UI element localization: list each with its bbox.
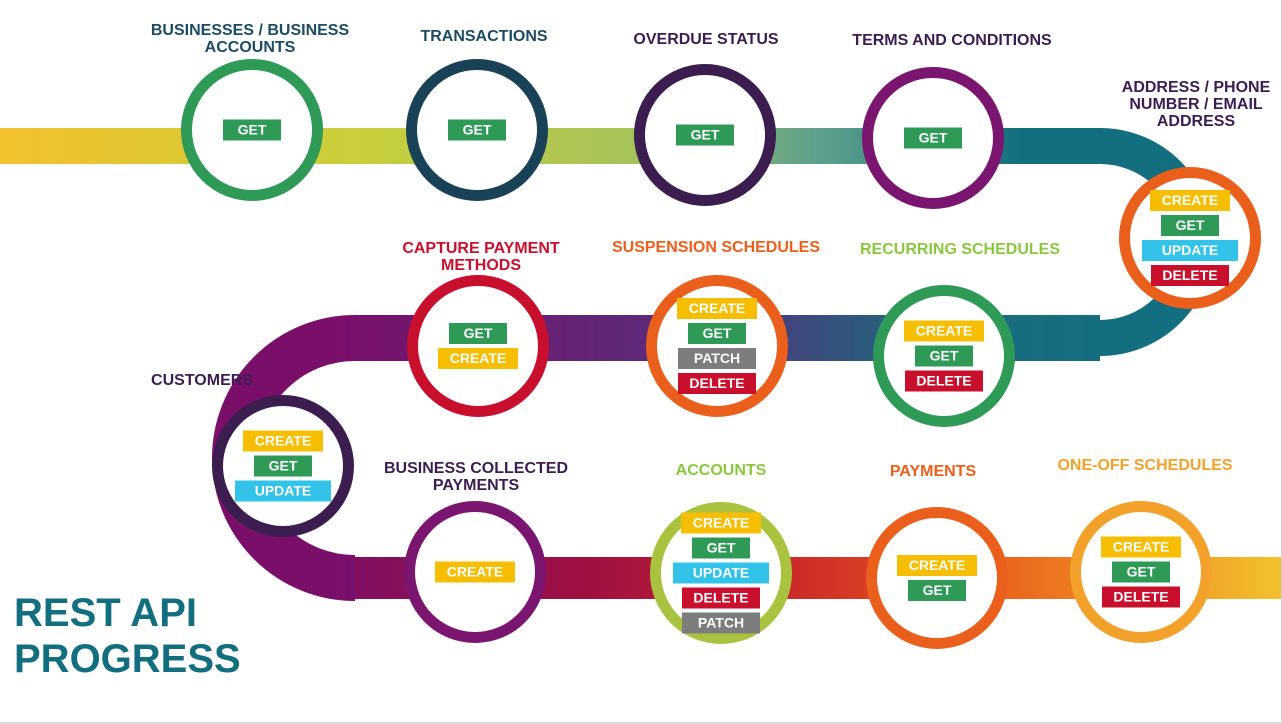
node-label-line: ACCOUNTS bbox=[675, 462, 767, 479]
node-label-line: TRANSACTIONS bbox=[420, 28, 548, 45]
node-label-line: PAYMENTS bbox=[432, 477, 520, 494]
method-list: GET bbox=[223, 118, 281, 143]
node-label-line: BUSINESSES / BUSINESS bbox=[150, 22, 350, 39]
node-label-line: ADDRESS / PHONE bbox=[1121, 79, 1271, 96]
method-update-badge: UPDATE bbox=[673, 562, 769, 584]
method-create-badge: CREATE bbox=[897, 555, 977, 576]
node-circle bbox=[866, 507, 1008, 649]
method-create-badge: CREATE bbox=[681, 512, 761, 534]
method-list: GET bbox=[676, 123, 734, 148]
method-list: GET bbox=[904, 126, 962, 151]
page-title-line-2: PROGRESS bbox=[14, 637, 241, 681]
node-label: OVERDUE STATUS bbox=[633, 31, 778, 48]
method-update-badge: UPDATE bbox=[235, 480, 331, 502]
node-label: SUSPENSION SCHEDULES bbox=[612, 239, 820, 256]
node-label: PAYMENTS bbox=[890, 463, 976, 480]
node-label: ACCOUNTS bbox=[676, 462, 767, 479]
method-get-badge: GET bbox=[448, 119, 506, 141]
method-create-badge: CREATE bbox=[904, 320, 984, 342]
node-label: ONE-OFF SCHEDULES bbox=[1057, 457, 1232, 474]
node-label: TRANSACTIONS bbox=[420, 28, 547, 45]
node-label-line: OVERDUE STATUS bbox=[633, 31, 779, 48]
method-delete-badge: DELETE bbox=[682, 587, 760, 609]
page-title: REST API PROGRESS bbox=[14, 590, 241, 682]
node-label: RECURRING SCHEDULES bbox=[860, 241, 1060, 258]
node-label-line: BUSINESS COLLECTED bbox=[383, 460, 569, 477]
node-label-line: PAYMENTS bbox=[889, 463, 977, 480]
method-list: CREATE GET bbox=[897, 553, 977, 603]
method-list: CREATE GET DELETE bbox=[904, 319, 984, 394]
method-create-badge: CREATE bbox=[677, 298, 757, 319]
method-get-badge: GET bbox=[449, 323, 507, 344]
method-get-badge: GET bbox=[223, 119, 281, 141]
method-get-badge: GET bbox=[254, 455, 312, 477]
node-label: CUSTOMERS bbox=[151, 372, 253, 389]
method-patch-badge: PATCH bbox=[682, 612, 760, 634]
node-label-line: NUMBER / EMAIL bbox=[1129, 96, 1263, 113]
method-create-badge: CREATE bbox=[1101, 536, 1181, 558]
node-label-line: TERMS AND CONDITIONS bbox=[852, 32, 1052, 49]
node-label-line: ACCOUNTS bbox=[204, 39, 296, 56]
method-list: CREATE GET PATCH DELETE bbox=[677, 296, 757, 396]
method-create-badge: CREATE bbox=[438, 348, 518, 369]
node-label-line: SUSPENSION SCHEDULES bbox=[611, 239, 821, 256]
node-label-line: ONE-OFF SCHEDULES bbox=[1057, 457, 1233, 474]
node-label-line: CUSTOMERS bbox=[151, 372, 253, 389]
method-get-badge: GET bbox=[688, 323, 746, 344]
method-get-badge: GET bbox=[908, 580, 966, 601]
method-list: CREATE GET UPDATE DELETE PATCH bbox=[673, 511, 769, 636]
node-label: ADDRESS / PHONE NUMBER / EMAIL ADDRESS bbox=[1122, 79, 1270, 130]
method-delete-badge: DELETE bbox=[1102, 586, 1180, 608]
method-get-badge: GET bbox=[1161, 215, 1219, 236]
method-get-badge: GET bbox=[904, 127, 962, 149]
page-title-line-1: REST API bbox=[14, 591, 197, 635]
node-label: CAPTURE PAYMENT METHODS bbox=[402, 240, 559, 274]
node-label: TERMS AND CONDITIONS bbox=[852, 32, 1051, 49]
method-patch-badge: PATCH bbox=[678, 348, 756, 369]
node-label-line: CAPTURE PAYMENT bbox=[402, 240, 560, 257]
method-get-badge: GET bbox=[1112, 561, 1170, 583]
node-label-line: ADDRESS bbox=[1156, 113, 1236, 130]
method-list: CREATE GET UPDATE DELETE bbox=[1142, 188, 1238, 288]
method-update-badge: UPDATE bbox=[1142, 240, 1238, 261]
node-circle bbox=[407, 275, 549, 417]
method-delete-badge: DELETE bbox=[678, 373, 756, 394]
node-label-line: METHODS bbox=[440, 257, 521, 274]
method-get-badge: GET bbox=[915, 345, 973, 367]
method-delete-badge: DELETE bbox=[1151, 265, 1229, 286]
method-list: CREATE GET UPDATE bbox=[235, 429, 331, 504]
method-get-badge: GET bbox=[692, 537, 750, 559]
node-label: BUSINESSES / BUSINESS ACCOUNTS bbox=[151, 22, 349, 56]
method-list: CREATE GET DELETE bbox=[1101, 535, 1181, 610]
method-delete-badge: DELETE bbox=[905, 370, 983, 392]
node-label-line: RECURRING SCHEDULES bbox=[859, 241, 1061, 258]
method-list: GET bbox=[448, 118, 506, 143]
method-list: CREATE bbox=[435, 560, 515, 585]
method-create-badge: CREATE bbox=[435, 561, 515, 583]
node-label: BUSINESS COLLECTED PAYMENTS bbox=[384, 460, 568, 494]
method-create-badge: CREATE bbox=[243, 430, 323, 452]
method-create-badge: CREATE bbox=[1150, 190, 1230, 211]
frame-edge-bottom bbox=[0, 722, 1282, 724]
method-list: GET CREATE bbox=[438, 321, 518, 371]
method-get-badge: GET bbox=[676, 124, 734, 146]
